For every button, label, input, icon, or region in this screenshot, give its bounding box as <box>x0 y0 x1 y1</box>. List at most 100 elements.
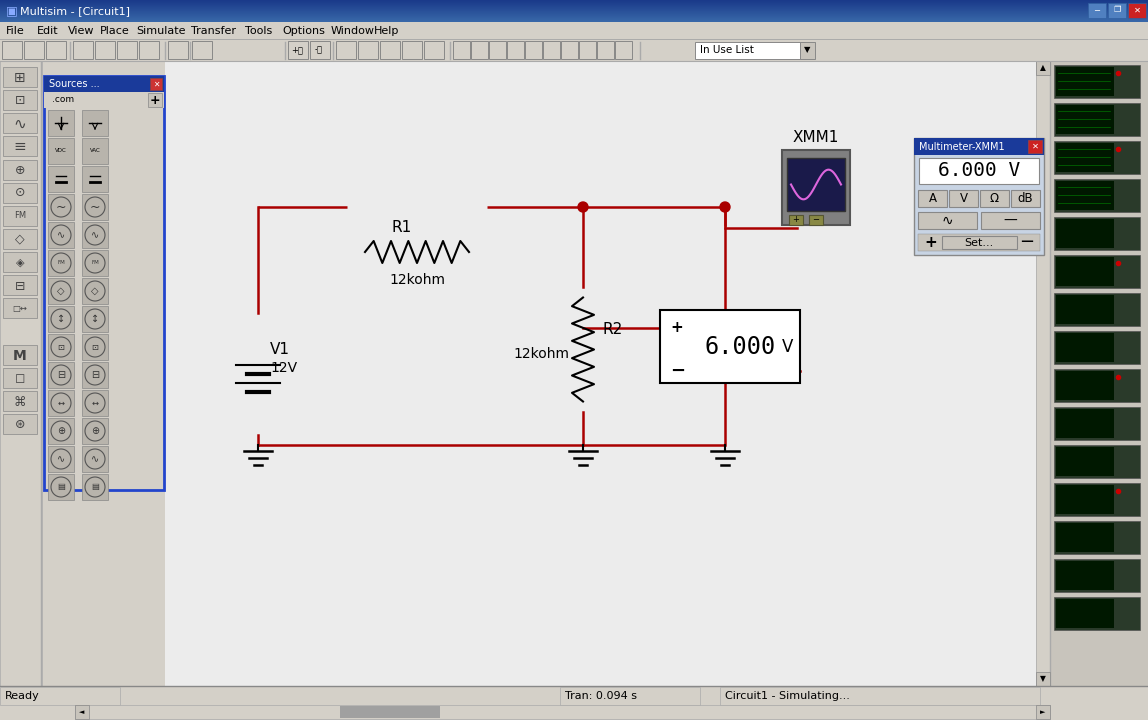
FancyBboxPatch shape <box>46 41 65 59</box>
Text: ↔: ↔ <box>92 398 99 408</box>
FancyBboxPatch shape <box>1054 483 1140 516</box>
FancyBboxPatch shape <box>82 278 108 304</box>
FancyBboxPatch shape <box>95 41 115 59</box>
Text: In Use List: In Use List <box>700 45 754 55</box>
Text: ✕: ✕ <box>153 79 160 89</box>
FancyBboxPatch shape <box>0 18 1148 19</box>
Text: ∿: ∿ <box>941 214 953 228</box>
FancyBboxPatch shape <box>0 8 1148 9</box>
FancyBboxPatch shape <box>1054 255 1140 288</box>
Text: M: M <box>13 349 26 363</box>
FancyBboxPatch shape <box>82 138 108 164</box>
FancyBboxPatch shape <box>0 20 1148 21</box>
Text: ✕: ✕ <box>1032 142 1039 151</box>
FancyBboxPatch shape <box>0 686 1148 720</box>
FancyBboxPatch shape <box>48 194 73 220</box>
Text: ⊕: ⊕ <box>57 426 65 436</box>
Text: ⊡: ⊡ <box>15 94 25 107</box>
Text: ~: ~ <box>56 200 67 214</box>
Text: V: V <box>960 192 968 205</box>
Text: dB: dB <box>1017 192 1033 205</box>
Text: ⊛: ⊛ <box>15 418 25 431</box>
Text: Set...: Set... <box>964 238 994 248</box>
FancyBboxPatch shape <box>0 7 1148 8</box>
FancyBboxPatch shape <box>453 41 470 59</box>
Text: ▣: ▣ <box>6 4 17 17</box>
Text: ⊡: ⊡ <box>92 343 99 351</box>
Text: FM: FM <box>91 261 99 266</box>
FancyBboxPatch shape <box>3 136 37 156</box>
FancyBboxPatch shape <box>82 446 108 472</box>
Text: .com: .com <box>52 96 75 104</box>
FancyBboxPatch shape <box>525 41 542 59</box>
Text: ⊕: ⊕ <box>91 426 99 436</box>
FancyBboxPatch shape <box>579 41 596 59</box>
FancyBboxPatch shape <box>1056 181 1114 210</box>
FancyBboxPatch shape <box>0 22 1148 39</box>
FancyBboxPatch shape <box>48 138 73 164</box>
FancyBboxPatch shape <box>0 15 1148 16</box>
Text: V1: V1 <box>270 343 290 358</box>
FancyBboxPatch shape <box>168 41 188 59</box>
FancyBboxPatch shape <box>1056 485 1114 514</box>
FancyBboxPatch shape <box>48 222 73 248</box>
FancyBboxPatch shape <box>48 278 73 304</box>
FancyBboxPatch shape <box>82 306 108 332</box>
FancyBboxPatch shape <box>0 17 1148 18</box>
Text: ∿: ∿ <box>91 454 99 464</box>
FancyBboxPatch shape <box>48 390 73 416</box>
FancyBboxPatch shape <box>1050 61 1148 686</box>
FancyBboxPatch shape <box>918 234 1040 251</box>
FancyBboxPatch shape <box>0 0 1148 1</box>
FancyBboxPatch shape <box>75 705 90 719</box>
FancyBboxPatch shape <box>48 306 73 332</box>
Text: +: + <box>149 94 161 107</box>
FancyBboxPatch shape <box>800 42 815 59</box>
FancyBboxPatch shape <box>471 41 488 59</box>
Text: V: V <box>782 338 793 356</box>
FancyBboxPatch shape <box>1054 65 1140 98</box>
FancyBboxPatch shape <box>1056 409 1114 438</box>
FancyBboxPatch shape <box>3 275 37 295</box>
FancyBboxPatch shape <box>3 252 37 272</box>
FancyBboxPatch shape <box>402 41 422 59</box>
FancyBboxPatch shape <box>1056 67 1114 96</box>
FancyBboxPatch shape <box>336 41 356 59</box>
FancyBboxPatch shape <box>24 41 44 59</box>
FancyBboxPatch shape <box>3 67 37 87</box>
FancyBboxPatch shape <box>44 76 164 490</box>
Text: −: − <box>813 215 820 225</box>
FancyBboxPatch shape <box>1035 61 1050 686</box>
FancyBboxPatch shape <box>1056 219 1114 248</box>
FancyBboxPatch shape <box>0 9 1148 10</box>
Text: ∿: ∿ <box>57 230 65 240</box>
FancyBboxPatch shape <box>720 687 1040 705</box>
Text: ⊕: ⊕ <box>15 163 25 176</box>
Text: ◻: ◻ <box>15 372 25 385</box>
FancyBboxPatch shape <box>44 76 164 92</box>
FancyBboxPatch shape <box>0 4 1148 5</box>
FancyBboxPatch shape <box>2 41 22 59</box>
FancyBboxPatch shape <box>1054 407 1140 440</box>
FancyBboxPatch shape <box>1056 447 1114 476</box>
Text: Multisim - [Circuit1]: Multisim - [Circuit1] <box>20 6 130 16</box>
Text: File: File <box>6 25 25 35</box>
Text: ▤: ▤ <box>57 482 65 492</box>
Text: −: − <box>1019 233 1034 251</box>
Text: ⊞: ⊞ <box>14 71 25 85</box>
FancyBboxPatch shape <box>1054 103 1140 136</box>
FancyBboxPatch shape <box>920 158 1039 184</box>
Text: ↔: ↔ <box>57 398 64 408</box>
FancyBboxPatch shape <box>73 41 93 59</box>
FancyBboxPatch shape <box>1056 143 1114 172</box>
FancyBboxPatch shape <box>914 138 1044 255</box>
FancyBboxPatch shape <box>943 236 1017 249</box>
FancyBboxPatch shape <box>1054 217 1140 250</box>
FancyBboxPatch shape <box>1054 559 1140 592</box>
FancyBboxPatch shape <box>0 14 1148 15</box>
Text: VDC: VDC <box>55 148 67 153</box>
Text: +: + <box>670 320 683 336</box>
Text: ◄: ◄ <box>79 709 85 715</box>
Text: ▼: ▼ <box>1040 675 1046 683</box>
Circle shape <box>720 202 730 212</box>
